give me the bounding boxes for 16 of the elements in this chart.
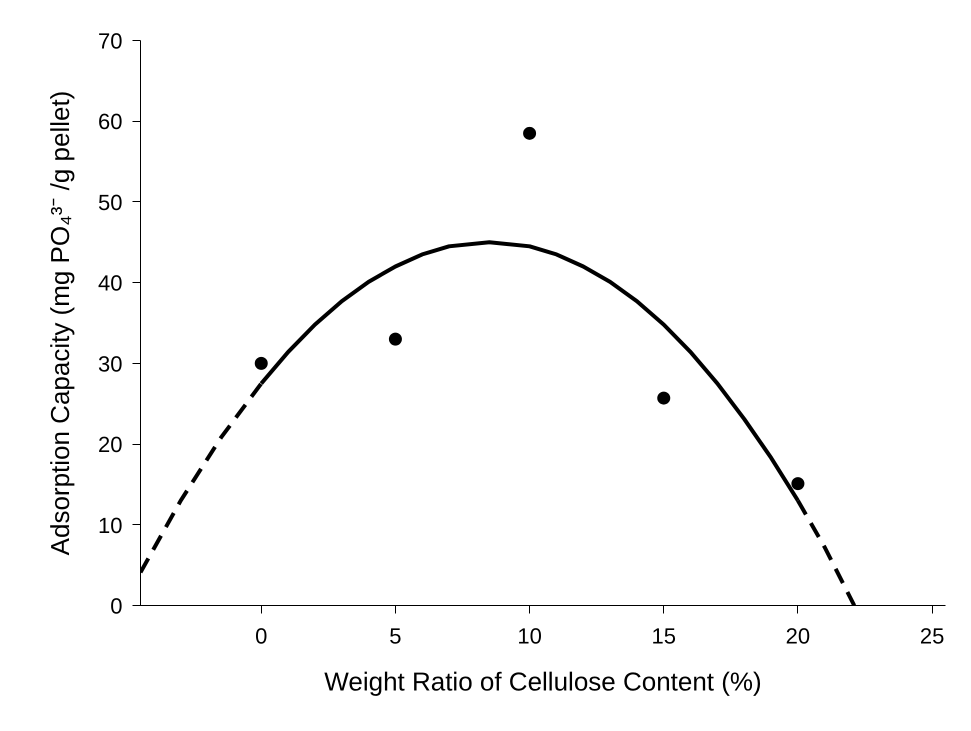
x-tick-label: 0 (255, 624, 268, 648)
y-tick-label: 70 (98, 28, 123, 54)
x-tick-label: 25 (920, 624, 944, 648)
y-tick-label: 10 (98, 512, 123, 538)
y-tick-label: 20 (98, 432, 123, 458)
y-tick-label: 50 (98, 190, 123, 215)
x-tick-label: 5 (389, 624, 402, 648)
y-tick-label: 30 (98, 351, 123, 376)
y-axis-title: Adsorption Capacity (mg PO₄³⁻ /g pellet) (45, 90, 76, 556)
x-tick-label: 20 (786, 624, 810, 648)
x-tick-label: 15 (652, 624, 676, 648)
x-tick-label: 10 (517, 624, 542, 648)
y-tick-label: 60 (98, 109, 123, 134)
y-tick-label: 0 (110, 594, 123, 618)
y-tick-label: 40 (98, 270, 123, 296)
x-axis-title: Weight Ratio of Cellulose Content (%) (324, 666, 762, 696)
